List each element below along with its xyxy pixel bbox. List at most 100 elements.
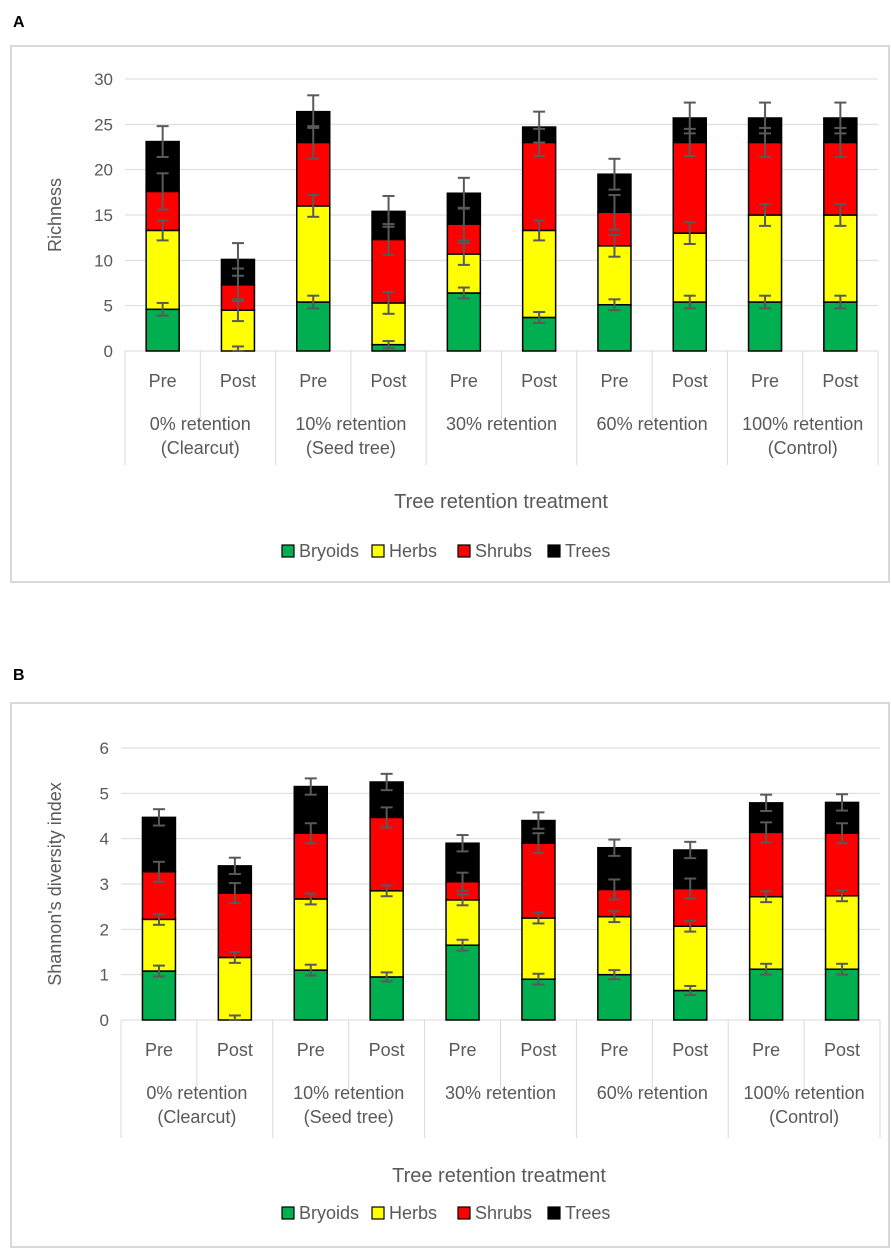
x-tick-label: Post [520,1040,556,1060]
error-bar [457,286,470,300]
error-bar [836,793,849,812]
error-bar [156,301,169,317]
legend-item-shrubs: Shrubs [457,541,532,561]
group-label: 10% retention [295,414,406,434]
y-tick-label: 10 [94,251,113,270]
group-label: (Clearcut) [161,438,240,458]
legend-swatch [281,544,295,558]
error-bar [457,176,470,210]
bar-herbs [823,214,858,303]
error-bar [304,822,317,845]
legend-label: Bryoids [299,541,359,561]
y-tick-label: 0 [104,342,113,361]
error-bar [683,221,696,246]
legend-swatch [457,1206,471,1220]
error-bar [231,242,244,277]
legend-label: Herbs [389,541,437,561]
x-tick-label: Pre [297,1040,325,1060]
error-bar [760,821,773,844]
error-bar [532,911,545,925]
error-bar [608,878,621,901]
y-tick-label: 2 [100,920,109,939]
x-tick-label: Pre [450,371,478,391]
x-tick-label: Post [672,371,708,391]
error-bar [380,772,393,792]
error-bar [608,298,621,312]
error-bar [456,834,469,853]
bar-bryoids [597,973,632,1021]
legend-label: Bryoids [299,1203,359,1223]
group-label: 30% retention [446,414,557,434]
group-label: 30% retention [445,1083,556,1103]
legend-item-trees: Trees [547,1203,610,1223]
y-tick-label: 4 [100,830,109,849]
x-tick-label: Post [369,1040,405,1060]
bar-bryoids [823,301,858,352]
group-label: (Seed tree) [304,1107,394,1127]
legend-label: Herbs [389,1203,437,1223]
error-bar [382,291,395,315]
y-tick-label: 1 [100,966,109,985]
group-label: 100% retention [742,414,863,434]
error-bar [608,157,621,191]
bar-bryoids [445,944,480,1021]
error-bar [608,194,621,231]
x-tick-label: Post [217,1040,253,1060]
bar-shrubs [521,141,557,232]
error-bar [156,219,169,242]
legend-item-herbs: Herbs [371,541,437,561]
group-label: 100% retention [744,1083,865,1103]
bar-bryoids [748,968,784,1021]
group-label: 0% retention [150,414,251,434]
x-tick-label: Post [672,1040,708,1060]
error-bar [759,101,772,135]
group-label: (Seed tree) [306,438,396,458]
error-bar [608,838,621,857]
group-label: 60% retention [597,414,708,434]
error-bar [231,345,244,352]
error-bar [533,311,546,324]
y-tick-label: 6 [100,739,109,758]
error-bar [304,963,317,977]
bar-herbs [521,917,556,980]
bar-herbs [748,895,784,970]
error-bar [684,877,697,900]
error-bar [380,806,393,829]
error-bar [152,912,165,926]
panel-a-letter: A [13,14,25,31]
x-tick-label: Pre [449,1040,477,1060]
error-bar [836,962,849,976]
bar-herbs [673,925,708,992]
error-bar [456,871,469,892]
error-bar [834,294,847,310]
bar-herbs [369,890,404,978]
bar-shrubs [521,842,556,919]
x-tick-label: Post [220,371,256,391]
bar-herbs [145,229,180,311]
y-tick-label: 15 [94,206,113,225]
x-tick-label: Post [521,371,557,391]
legend-swatch [547,1206,561,1220]
chart-a-svg: 0 5 10 15 20 25 30 Richness Pre Post Pre Post Pre Pos… [45,70,879,561]
bar-bryoids [141,970,177,1021]
x-tick-label: Post [371,371,407,391]
error-bar [380,884,393,898]
group-label: (Control) [769,1107,839,1127]
error-bar [608,969,621,981]
y-tick-label: 25 [94,115,113,134]
error-bar [156,125,169,158]
bar-herbs [217,956,253,1021]
error-bar [836,822,849,845]
legend-label: Trees [565,541,610,561]
y-tick-label: 3 [100,875,109,894]
y-tick-label: 5 [100,784,109,803]
bar-herbs [597,915,632,976]
error-bar [759,203,772,227]
error-bar [228,856,241,876]
legend-swatch [281,1206,295,1220]
error-bar [382,194,395,228]
error-bar [532,832,545,855]
chart-b-svg: 0 1 2 3 4 5 6 Shannon's diversity index Pre Post P… [45,739,881,1223]
legend-item-herbs: Herbs [371,1203,437,1223]
bar-herbs [747,214,783,303]
